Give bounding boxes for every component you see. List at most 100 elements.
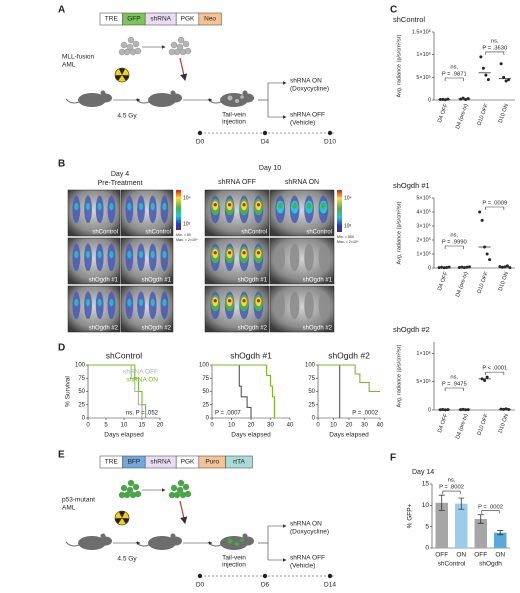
y-tick-label: 1.5×10⁶ — [412, 28, 431, 35]
signal — [256, 251, 261, 255]
mouse-image — [275, 291, 286, 320]
construct-label: Puro — [205, 459, 219, 466]
construct-label: shRNA — [150, 459, 171, 466]
signal — [97, 250, 102, 259]
y-tick-label: 5×10⁵ — [416, 74, 431, 81]
cell-label: AML — [62, 505, 76, 512]
signal — [213, 299, 217, 303]
timepoint-label: D0 — [196, 139, 205, 146]
bracket — [442, 490, 461, 495]
y-tick-label: 1×10⁶ — [416, 51, 431, 58]
dose-label: 4.5 Gy — [117, 556, 137, 563]
x-tick-label: OFF — [435, 552, 448, 559]
mouse-body — [78, 536, 106, 550]
y-tick-label: 0 — [428, 97, 431, 103]
mouse-tail — [65, 98, 80, 104]
annotation: ns, — [450, 233, 458, 239]
signal — [74, 298, 79, 307]
dot — [499, 62, 503, 66]
signal — [213, 251, 217, 255]
mouse-ear — [170, 90, 176, 96]
arm-label: shRNA OFF — [290, 555, 325, 562]
mouse-ear — [100, 90, 106, 96]
tumor — [240, 538, 244, 542]
annotation: ns, — [448, 478, 456, 484]
y-tick-label: 100 — [75, 363, 86, 369]
dose-label: 4.5 Gy — [117, 113, 137, 120]
injection-label: injection — [222, 119, 246, 126]
image-label: shControl — [241, 230, 267, 236]
timepoint-label: D14 — [324, 582, 336, 589]
signal — [278, 202, 283, 209]
error-bar — [438, 494, 445, 511]
cell — [168, 48, 176, 56]
cell — [134, 490, 142, 498]
cell — [182, 483, 190, 491]
construct-element — [225, 455, 253, 469]
arm-label: shRNA ON — [290, 78, 322, 85]
y-tick-label: 3×10⁵ — [416, 222, 431, 229]
mouse-body — [78, 93, 106, 107]
y-tick-label: 1×10⁵ — [416, 250, 431, 257]
signal — [109, 298, 114, 307]
radiation-blade — [119, 511, 125, 518]
dot — [467, 265, 471, 269]
image-label: shControl — [145, 230, 171, 236]
signal — [74, 202, 79, 211]
dot — [481, 66, 485, 70]
cell — [126, 43, 134, 51]
colorbar-note: Min. = 500 — [337, 235, 354, 239]
bracket — [485, 206, 505, 210]
mouse-tail — [135, 98, 150, 104]
signal — [127, 202, 132, 211]
dot — [488, 258, 492, 262]
x-tick-label: ON — [495, 552, 505, 559]
x-tick-label: D4 (pre-tx) — [455, 103, 470, 130]
x-tick-label: 20 — [346, 423, 353, 429]
cell — [118, 491, 126, 499]
y-axis-label: % Survival — [65, 376, 72, 407]
x-tick-label: OFF — [474, 552, 487, 559]
x-tick-label: 40 — [377, 423, 384, 429]
construct-label: shRNA — [150, 16, 171, 23]
arm-label: (Vehicle) — [290, 563, 315, 570]
timepoint — [262, 130, 268, 136]
signal — [138, 202, 144, 211]
mouse-head — [242, 536, 254, 546]
survival-curve — [88, 364, 143, 418]
cell — [182, 40, 190, 48]
mouse-head — [242, 93, 254, 103]
y-tick-label: 0 — [425, 545, 429, 552]
timepoint-label: D10 — [324, 139, 336, 146]
signal — [242, 251, 246, 255]
y-tick-label: 4×10⁵ — [416, 208, 431, 215]
y-tick-label: 50 — [78, 389, 85, 395]
colorbar — [337, 190, 342, 232]
mouse-head — [100, 93, 112, 103]
error-bar — [458, 497, 465, 510]
signal — [321, 202, 326, 209]
signal — [127, 298, 132, 307]
arm-label: shRNA OFF — [290, 112, 325, 119]
annotation: P = .9990 — [442, 240, 467, 246]
tumor — [240, 95, 244, 99]
annotation: ns, — [491, 38, 499, 44]
cell — [118, 48, 126, 56]
cell — [184, 47, 192, 55]
dot — [483, 379, 487, 383]
annotation: P = .0002 — [478, 504, 503, 510]
signal — [85, 298, 91, 307]
mouse-tail — [207, 541, 222, 547]
tumor — [227, 538, 233, 544]
group-label: shOgdh — [479, 561, 502, 568]
x-tick-label: D10 ON — [498, 413, 510, 434]
timepoint — [327, 130, 333, 136]
chart-title: shOgdh #2 — [393, 325, 430, 334]
x-tick-label: 0 — [86, 423, 90, 429]
radiation-blade — [122, 518, 129, 524]
mouse-image — [304, 291, 314, 320]
signal — [256, 203, 261, 207]
header: shRNA OFF — [218, 179, 256, 186]
mouse-image — [318, 243, 329, 272]
cell — [177, 479, 185, 487]
